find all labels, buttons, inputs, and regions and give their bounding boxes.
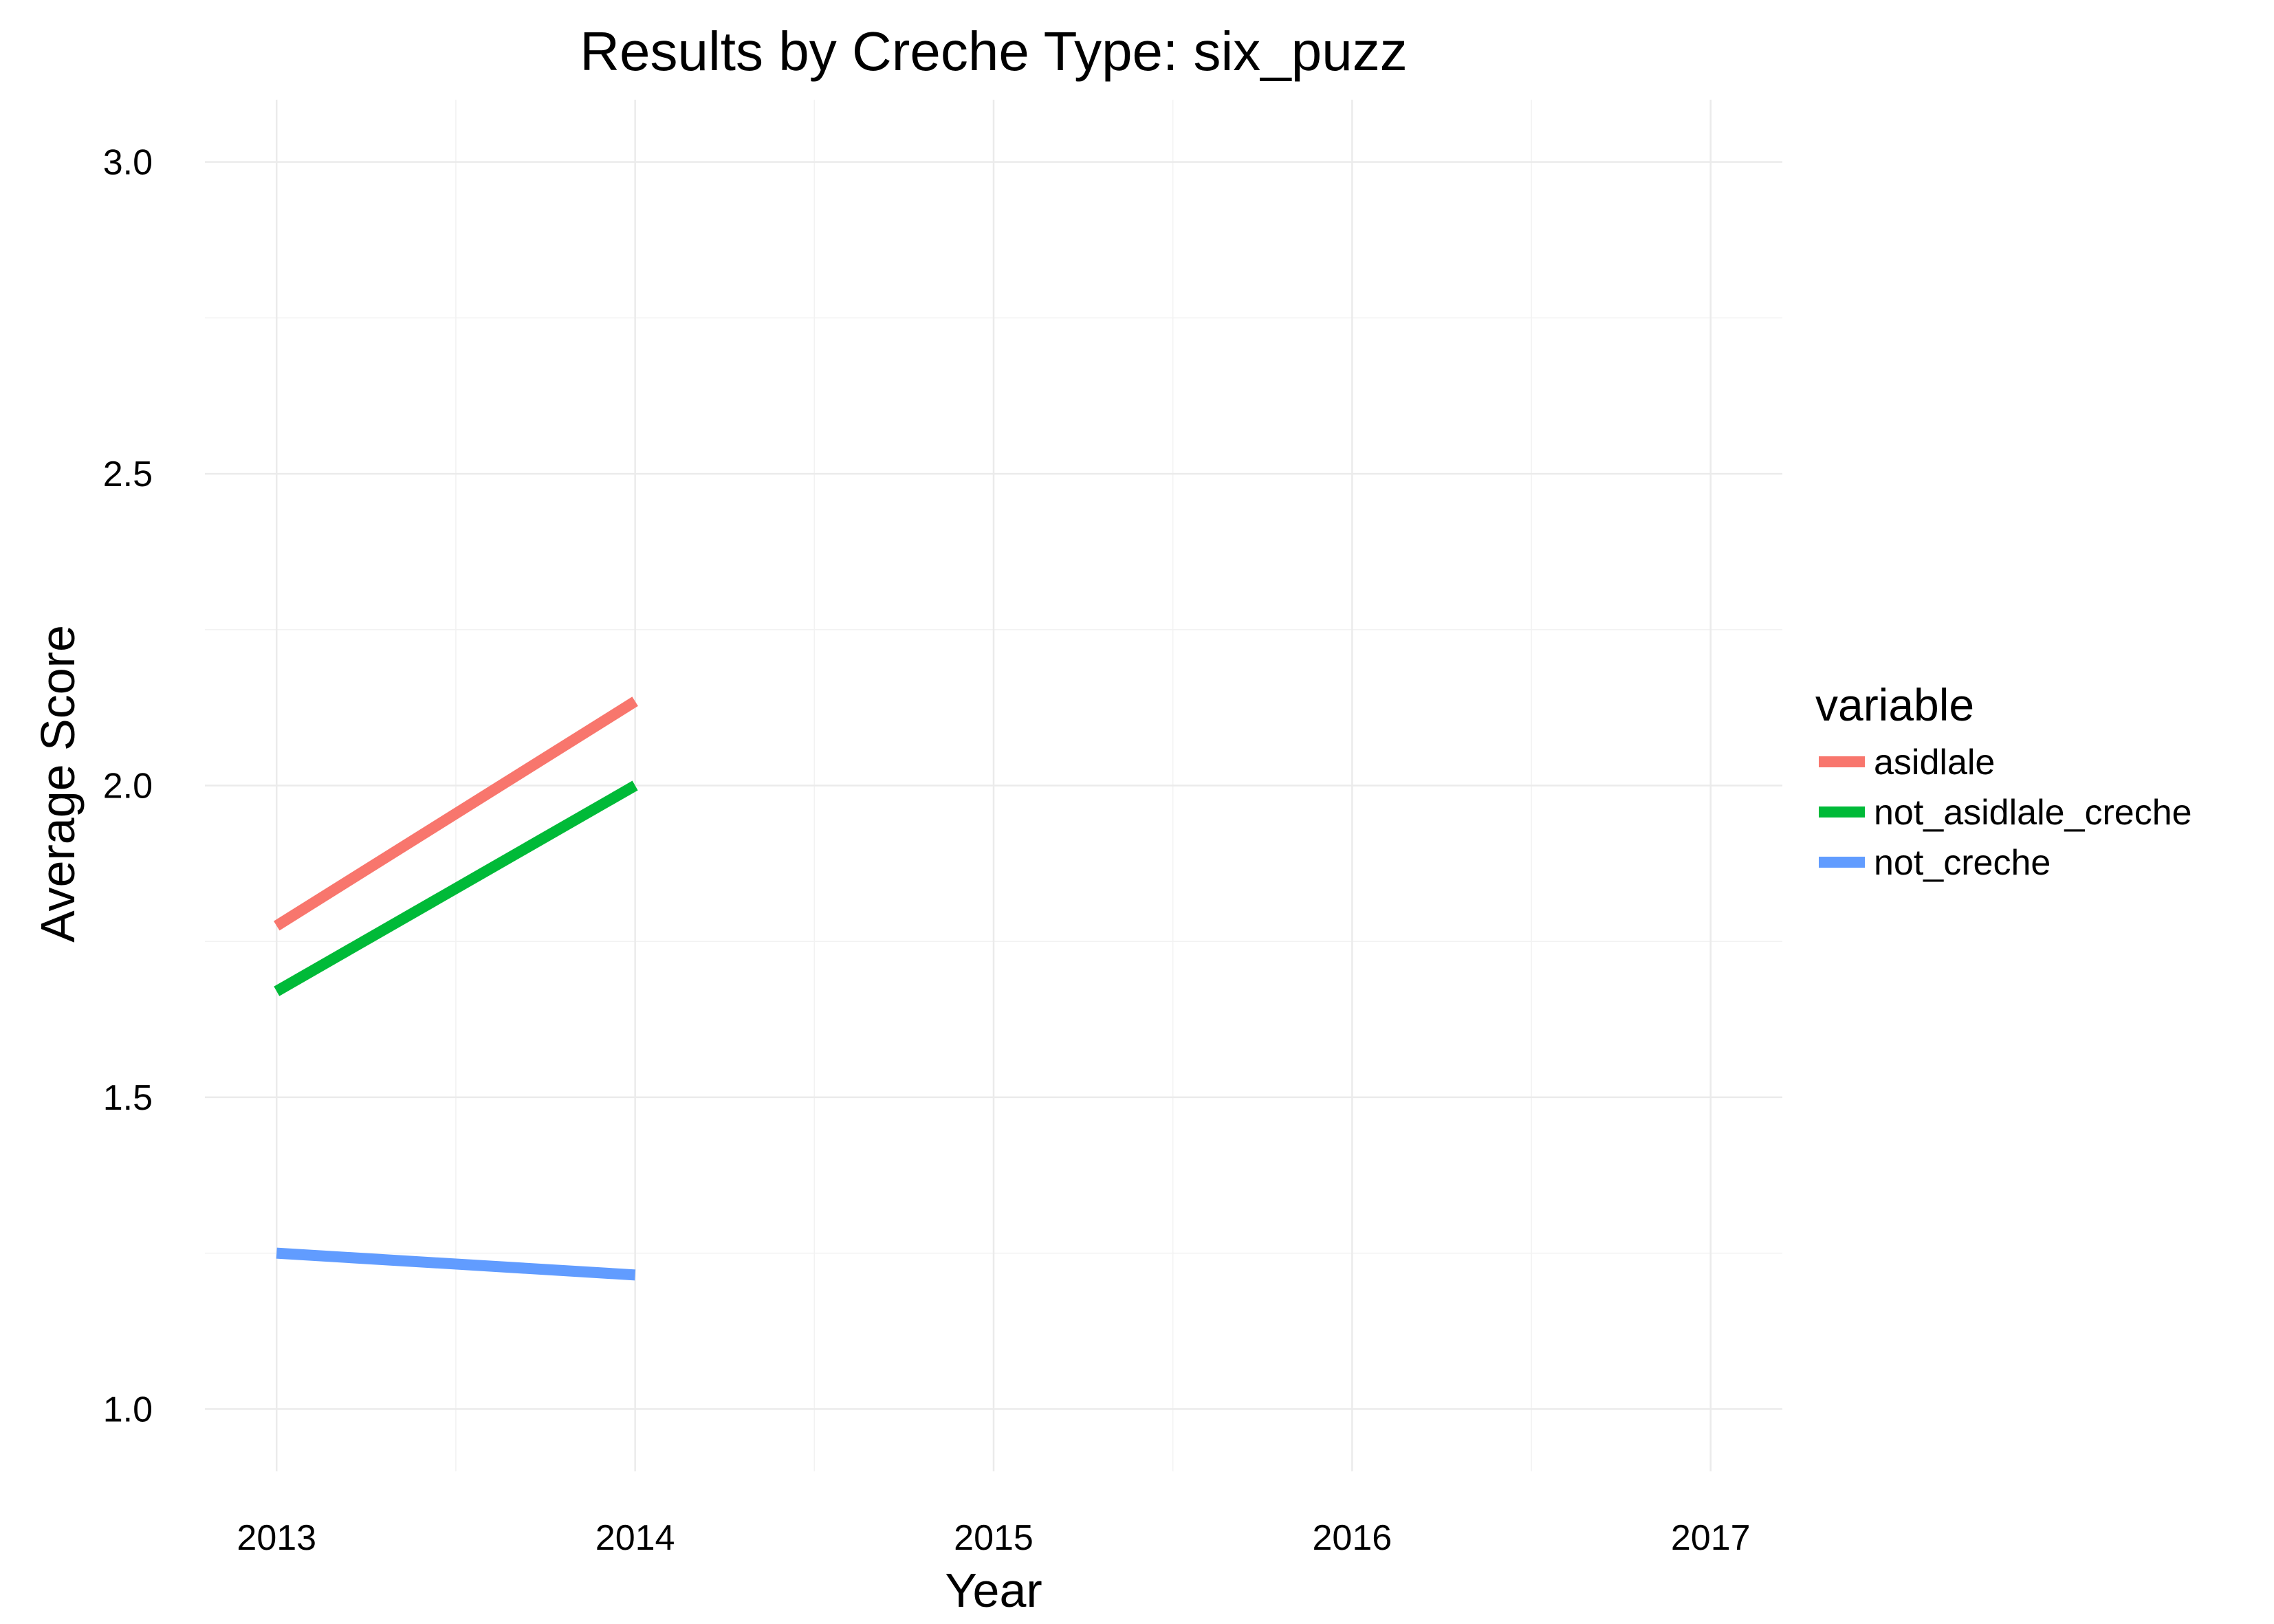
legend-label-not_creche: not_creche — [1874, 843, 2051, 883]
y-tick-label: 1.0 — [103, 1390, 153, 1429]
y-tick-label: 2.0 — [103, 767, 153, 806]
x-tick-label: 2013 — [237, 1518, 316, 1558]
x-axis-ticks: 2013 2014 2015 2016 2017 — [237, 1518, 1750, 1558]
y-tick-label: 3.0 — [103, 143, 153, 183]
legend-label-asidlale: asidlale — [1874, 743, 1995, 782]
series-lines — [274, 696, 638, 1281]
legend-label-not_asidlale_creche: not_asidlale_creche — [1874, 793, 2192, 833]
series-line-not_creche — [276, 1247, 636, 1281]
y-axis-ticks: 1.0 1.5 2.0 2.5 3.0 — [103, 143, 153, 1430]
x-tick-label: 2017 — [1671, 1518, 1751, 1558]
legend: variable asidlale not_asidlale_creche not_… — [1815, 679, 2192, 883]
legend-items: asidlale not_asidlale_creche not_creche — [1819, 743, 2192, 883]
x-tick-label: 2015 — [954, 1518, 1034, 1558]
y-axis-title: Average Score — [31, 625, 85, 943]
y-tick-label: 2.5 — [103, 454, 153, 494]
series-line-asidlale — [274, 696, 638, 931]
x-tick-label: 2016 — [1313, 1518, 1392, 1558]
legend-title: variable — [1815, 679, 1974, 730]
chart-title: Results by Creche Type: six_puzz — [580, 21, 1408, 82]
x-axis-title: Year — [945, 1563, 1042, 1617]
y-tick-label: 1.5 — [103, 1078, 153, 1118]
x-tick-label: 2014 — [595, 1518, 675, 1558]
series-line-not_asidlale_creche — [274, 780, 638, 996]
